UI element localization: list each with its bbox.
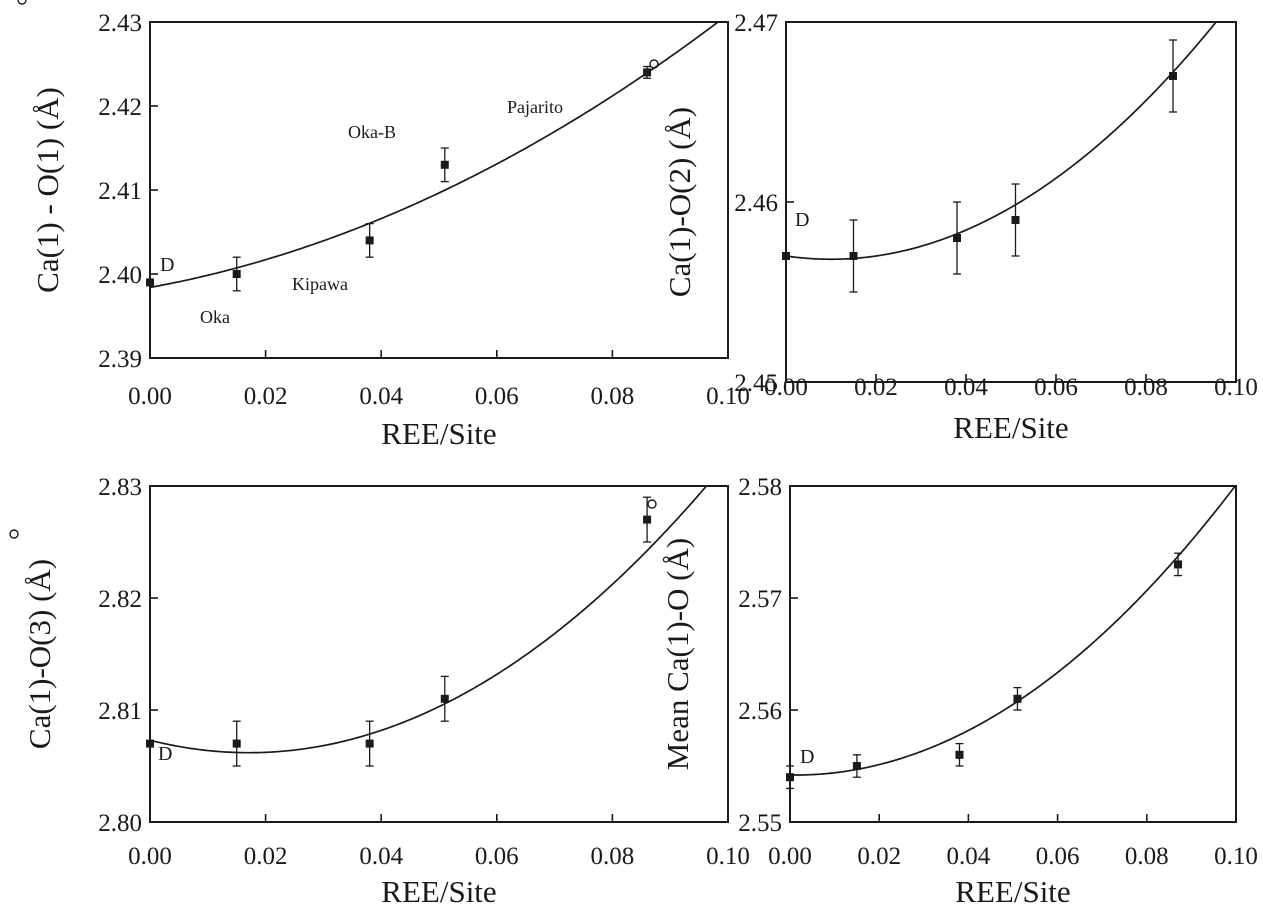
y-tick-label: 2.57 (738, 586, 782, 613)
y-tick-label: 2.43 (98, 10, 142, 37)
data-point (852, 762, 861, 770)
chart-panel-1: 0.00 0.02 0.04 0.06 0.08 0.10 2.39 2.40 2.41 2.42… (17, 0, 750, 451)
y-axis-label: Mean Ca(1)-O (Å) (660, 538, 695, 770)
angstrom-ring-mark (9, 529, 19, 539)
x-tick-label: 0.10 (706, 843, 750, 870)
data-point (782, 252, 790, 260)
x-tick-label: 0.06 (1034, 374, 1078, 401)
data-point (365, 739, 374, 748)
y-axis-label: Ca(1)-O(3) (Å) (22, 559, 57, 749)
y-tick-label: 2.56 (738, 698, 782, 725)
data-point (786, 773, 794, 782)
plot-frame (149, 485, 729, 823)
fit-curve (790, 486, 1236, 776)
data-point (643, 68, 652, 77)
x-tick-label: 0.06 (475, 383, 519, 410)
point-label: Oka-B (348, 122, 396, 142)
data-point (1169, 72, 1177, 80)
angstrom-ring-mark (649, 59, 659, 69)
data-point (146, 278, 154, 287)
point-label: Pajarito (507, 97, 563, 117)
x-tick-label: 0.00 (764, 374, 808, 401)
x-tick-label: 0.02 (857, 843, 901, 870)
x-axis-label: REE/Site (381, 416, 496, 451)
x-tick-label: 0.08 (591, 383, 635, 410)
x-tick-label: 0.10 (706, 383, 750, 410)
y-tick-label: 2.80 (98, 810, 142, 837)
chart-panel-3: 0.00 0.02 0.04 0.06 0.08 0.10 2.80 2.81 2.82 2.83… (9, 474, 750, 908)
angstrom-ring-mark (17, 0, 27, 5)
y-tick-label: 2.58 (738, 474, 782, 501)
x-tick-label: 0.00 (128, 843, 172, 870)
data-point (146, 739, 154, 748)
point-label: Kipawa (292, 274, 348, 294)
data-point (849, 252, 858, 260)
y-tick-label: 2.83 (98, 474, 142, 501)
chart-panel-4: 0.00 0.02 0.04 0.06 0.08 0.10 2.55 2.56 2.57 2.58… (647, 474, 1258, 908)
x-tick-label: 0.04 (947, 843, 991, 870)
data-point (365, 236, 374, 245)
y-tick-label: 2.81 (98, 698, 142, 725)
data-point (1011, 216, 1020, 224)
y-tick-label: 2.82 (98, 586, 142, 613)
x-tick-label: 0.08 (1124, 374, 1168, 401)
data-point (1174, 560, 1183, 569)
data-point (440, 160, 449, 169)
x-tick-label: 0.08 (591, 843, 635, 870)
point-label: D (800, 746, 814, 768)
x-axis-label: REE/Site (381, 874, 496, 908)
fit-curve (150, 486, 708, 754)
plot-frame (789, 485, 1237, 823)
fit-curve (150, 22, 720, 289)
x-tick-label: 0.10 (1214, 843, 1258, 870)
x-tick-label: 0.06 (1036, 843, 1080, 870)
y-axis-label: Ca(1)-O(2) (Å) (662, 107, 697, 297)
fit-curve (786, 22, 1218, 261)
plot-frame (149, 21, 729, 359)
x-tick-label: 0.10 (1214, 374, 1258, 401)
x-tick-label: 0.02 (244, 383, 288, 410)
x-tick-label: 0.00 (768, 843, 812, 870)
x-tick-label: 0.04 (944, 374, 988, 401)
chart-panel-2: 0.00 0.02 0.04 0.06 0.08 0.102.452.462.47REE/… (649, 10, 1258, 445)
y-tick-label: 2.45 (734, 370, 778, 397)
y-tick-label: 2.46 (734, 190, 778, 217)
data-point (643, 515, 652, 524)
x-tick-label: 0.06 (475, 843, 519, 870)
data-point (232, 739, 241, 748)
point-label: Oka (200, 307, 230, 327)
x-axis-label: REE/Site (955, 874, 1070, 908)
x-axis-label: REE/Site (953, 410, 1068, 445)
x-tick-label: 0.04 (359, 383, 403, 410)
y-tick-label: 2.47 (734, 10, 778, 37)
x-tick-label: 0.02 (854, 374, 898, 401)
x-tick-label: 0.00 (128, 383, 172, 410)
data-point (953, 234, 961, 242)
y-tick-label: 2.41 (98, 178, 142, 205)
y-axis-label: Ca(1) - O(1) (Å) (30, 87, 65, 293)
y-tick-label: 2.39 (98, 346, 142, 373)
point-label: D (158, 743, 172, 765)
x-tick-label: 0.02 (244, 843, 288, 870)
data-point (1013, 694, 1022, 703)
data-point (440, 694, 449, 703)
point-label: D (795, 209, 809, 231)
x-tick-label: 0.08 (1125, 843, 1169, 870)
y-tick-label: 2.40 (98, 262, 142, 289)
data-point (955, 750, 964, 759)
data-point (232, 270, 241, 278)
x-tick-label: 0.04 (359, 843, 403, 870)
y-tick-label: 2.42 (98, 94, 142, 121)
angstrom-ring-mark (647, 499, 657, 509)
point-label: D (160, 254, 174, 276)
y-tick-label: 2.55 (738, 810, 782, 837)
